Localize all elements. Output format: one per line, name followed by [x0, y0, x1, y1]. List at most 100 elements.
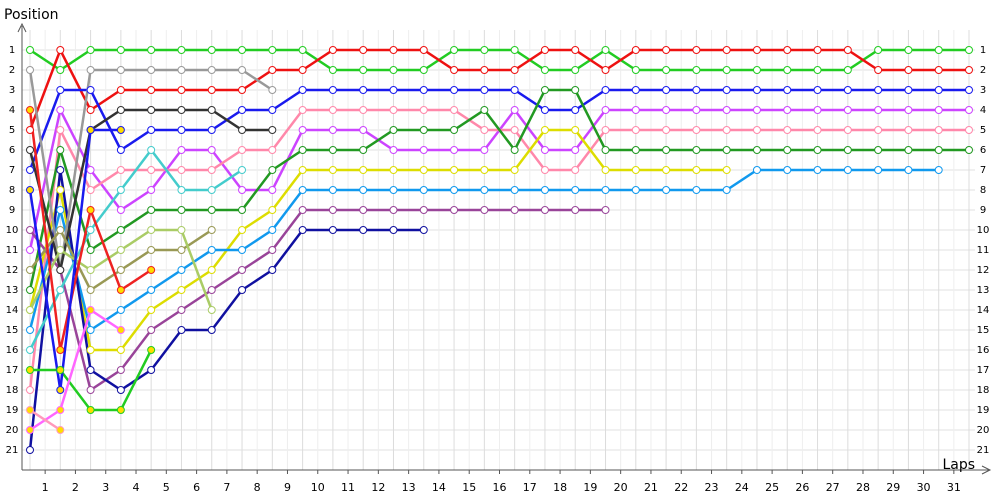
point: [692, 166, 701, 174]
point: [147, 266, 156, 274]
y-tick-label-right: 14: [977, 305, 990, 316]
point: [722, 106, 731, 114]
point: [56, 406, 65, 414]
point: [540, 46, 549, 54]
point: [359, 106, 368, 114]
point: [752, 106, 761, 114]
point: [328, 106, 337, 114]
point: [268, 86, 277, 94]
point: [692, 106, 701, 114]
point: [147, 326, 156, 334]
point: [207, 206, 216, 214]
point: [86, 166, 95, 174]
point: [934, 126, 943, 134]
point: [904, 66, 913, 74]
point: [631, 46, 640, 54]
point: [692, 86, 701, 94]
point: [874, 146, 883, 154]
point: [480, 126, 489, 134]
point: [26, 386, 34, 394]
point: [571, 86, 580, 94]
point: [207, 306, 216, 314]
y-tick-label-right: 5: [980, 125, 986, 136]
point: [116, 66, 125, 74]
y-tick-label: 9: [9, 205, 15, 216]
point: [722, 66, 731, 74]
point: [389, 146, 398, 154]
x-tick-label: 14: [432, 481, 446, 494]
point: [268, 66, 277, 74]
point: [116, 146, 125, 154]
point: [571, 146, 580, 154]
y-tick-label: 17: [6, 365, 19, 376]
point: [359, 146, 368, 154]
point: [116, 346, 125, 354]
point: [86, 106, 95, 114]
point: [783, 166, 792, 174]
x-tick-label: 3: [102, 481, 109, 494]
point: [450, 166, 459, 174]
point: [843, 66, 852, 74]
point: [177, 146, 186, 154]
point: [26, 366, 34, 374]
point: [874, 166, 883, 174]
point: [147, 166, 156, 174]
point: [631, 186, 640, 194]
point: [26, 166, 34, 174]
point: [631, 126, 640, 134]
point: [147, 286, 156, 294]
point: [874, 126, 883, 134]
point: [116, 206, 125, 214]
point: [419, 206, 428, 214]
point: [752, 86, 761, 94]
point: [662, 146, 671, 154]
point: [480, 186, 489, 194]
point: [510, 66, 519, 74]
point: [450, 86, 459, 94]
point: [934, 166, 943, 174]
point: [450, 206, 459, 214]
point: [26, 346, 34, 354]
x-tick-label: 29: [886, 481, 900, 494]
point: [571, 186, 580, 194]
series-line: [28, 169, 424, 451]
y-tick-label: 1: [9, 45, 15, 56]
point: [268, 246, 277, 254]
point: [843, 166, 852, 174]
point: [116, 406, 125, 414]
point: [510, 186, 519, 194]
point: [26, 46, 34, 54]
point: [752, 146, 761, 154]
point: [177, 206, 186, 214]
point: [480, 46, 489, 54]
point: [450, 106, 459, 114]
point: [752, 126, 761, 134]
point: [207, 226, 216, 234]
point: [601, 146, 610, 154]
point: [147, 126, 156, 134]
point: [298, 106, 307, 114]
point: [359, 46, 368, 54]
point: [26, 266, 34, 274]
point: [298, 86, 307, 94]
point: [207, 46, 216, 54]
point: [116, 366, 125, 374]
point: [813, 126, 822, 134]
point: [298, 186, 307, 194]
x-tick-label: 26: [795, 481, 809, 494]
x-tick-label: 7: [223, 481, 230, 494]
point: [86, 286, 95, 294]
point: [298, 226, 307, 234]
point: [207, 66, 216, 74]
point: [722, 86, 731, 94]
point: [26, 126, 34, 134]
point: [147, 346, 156, 354]
x-tick-label: 15: [462, 481, 476, 494]
point: [571, 126, 580, 134]
point: [419, 226, 428, 234]
point: [662, 186, 671, 194]
point: [874, 46, 883, 54]
point: [238, 286, 247, 294]
point: [86, 86, 95, 94]
point: [268, 206, 277, 214]
